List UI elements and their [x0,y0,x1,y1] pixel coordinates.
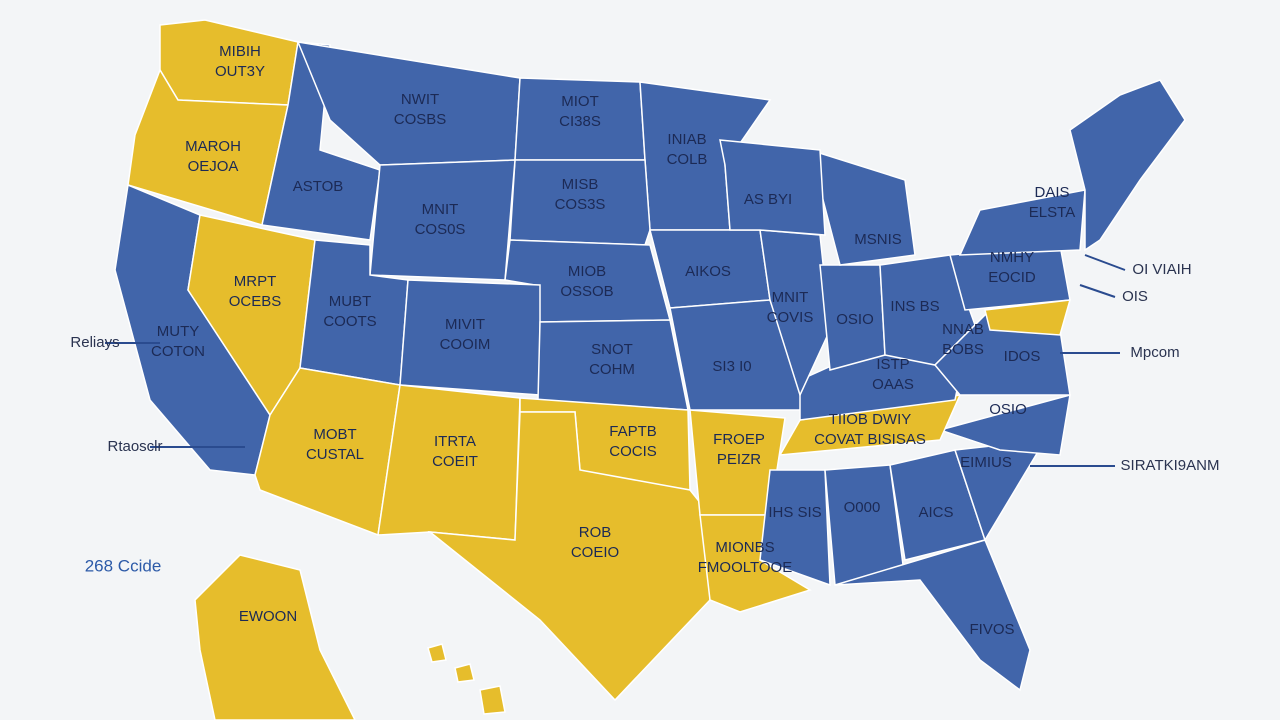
state-label: MOBT [313,426,356,443]
state-label: AICS [918,504,953,521]
state-label: OAAS [872,376,914,393]
state-label: OEJOA [188,158,239,175]
state-label: AS BYI [744,191,792,208]
state-label: AIKOS [685,263,731,280]
state [808,148,916,266]
state-label: O000 [844,499,881,516]
state-label: CUSTAL [306,446,364,463]
island [427,643,447,663]
state-label: EWOON [239,608,297,625]
leader-lines [105,254,1126,467]
state [509,159,651,246]
state-label: COEIO [571,544,619,561]
state [937,393,1071,456]
state-label: FROEP [713,431,765,448]
state-label: FAPTB [609,423,657,440]
state-label: MSNIS [854,231,902,248]
state-label: OSIO [989,401,1027,418]
callout-label: Reliays [70,334,119,351]
state-label: COOIM [440,336,491,353]
state-label: COSBS [394,111,447,128]
state-label: MUBT [329,293,372,310]
state [194,554,356,720]
state-label: EIMIUS [960,454,1012,471]
callout-label: Mpcom [1130,344,1179,361]
state-label: MUTY [157,323,200,340]
state-label: OSSOB [560,283,613,300]
map-title: 268 Ccide [85,556,162,575]
state-label: ASTOB [293,178,344,195]
state [427,411,711,702]
state-label: MIOT [561,93,599,110]
callout-label: Rtaosclr [107,438,162,455]
state-label: INS BS [890,298,939,315]
state [958,189,1086,256]
state-label: OSIO [836,311,874,328]
state-label: SI3 I0 [712,358,751,375]
leader-line [1084,254,1126,271]
island [479,685,506,715]
state [984,299,1072,336]
state-label: NNAB [942,321,984,338]
state-label: ISTP [876,356,909,373]
state-label: DAIS [1034,184,1069,201]
state-label: NWIT [401,91,439,108]
state-label: PEIZR [717,451,761,468]
state-label: MIOB [568,263,606,280]
state [719,139,826,236]
state-label: IHS SIS [768,504,821,521]
state-label: MIBIH [219,43,261,60]
state-label: COCIS [609,443,657,460]
state-label: ROB [579,524,612,541]
state-label: COOTS [323,313,376,330]
state-label: MRPT [234,273,277,290]
state-label: COVAT BISISAS [814,431,926,448]
state-label: MAROH [185,138,241,155]
state-label: OCEBS [229,293,282,310]
state-label: SNOT [591,341,633,358]
leader-line [1079,284,1116,298]
state-label: NMHY [990,249,1034,266]
callout-label: SIRATKI9ANM [1121,457,1220,474]
state-label: MNIT [772,289,809,306]
state-label: COHM [589,361,635,378]
state [759,469,831,587]
state-label: FIVOS [969,621,1014,638]
state-label: MNIT [422,201,459,218]
state-label: ITRTA [434,433,476,450]
state-label: COLB [667,151,708,168]
state-label: TIIOB DWIY [829,411,912,428]
state-label: COS3S [555,196,606,213]
state-label: COS0S [415,221,466,238]
state-label: MIONBS [715,539,774,556]
state-label: INIAB [667,131,706,148]
state-label: OUT3Y [215,63,265,80]
state-label: COEIT [432,453,478,470]
island [454,663,475,683]
state-label: MISB [562,176,599,193]
state-label: COVIS [767,309,814,326]
state-label: BOBS [942,341,984,358]
state-label: CI38S [559,113,601,130]
state-label: IDOS [1004,348,1041,365]
state-label: FMOOLTOOE [698,559,792,576]
state-label: ELSTA [1029,204,1075,221]
state-label: MIVIT [445,316,485,333]
state-label: EOCID [988,269,1036,286]
states [114,19,1186,720]
state [1069,79,1186,252]
callout-label: OIS [1122,288,1148,305]
callout-label: OI VIAIH [1132,261,1191,278]
state-label: COTON [151,343,205,360]
